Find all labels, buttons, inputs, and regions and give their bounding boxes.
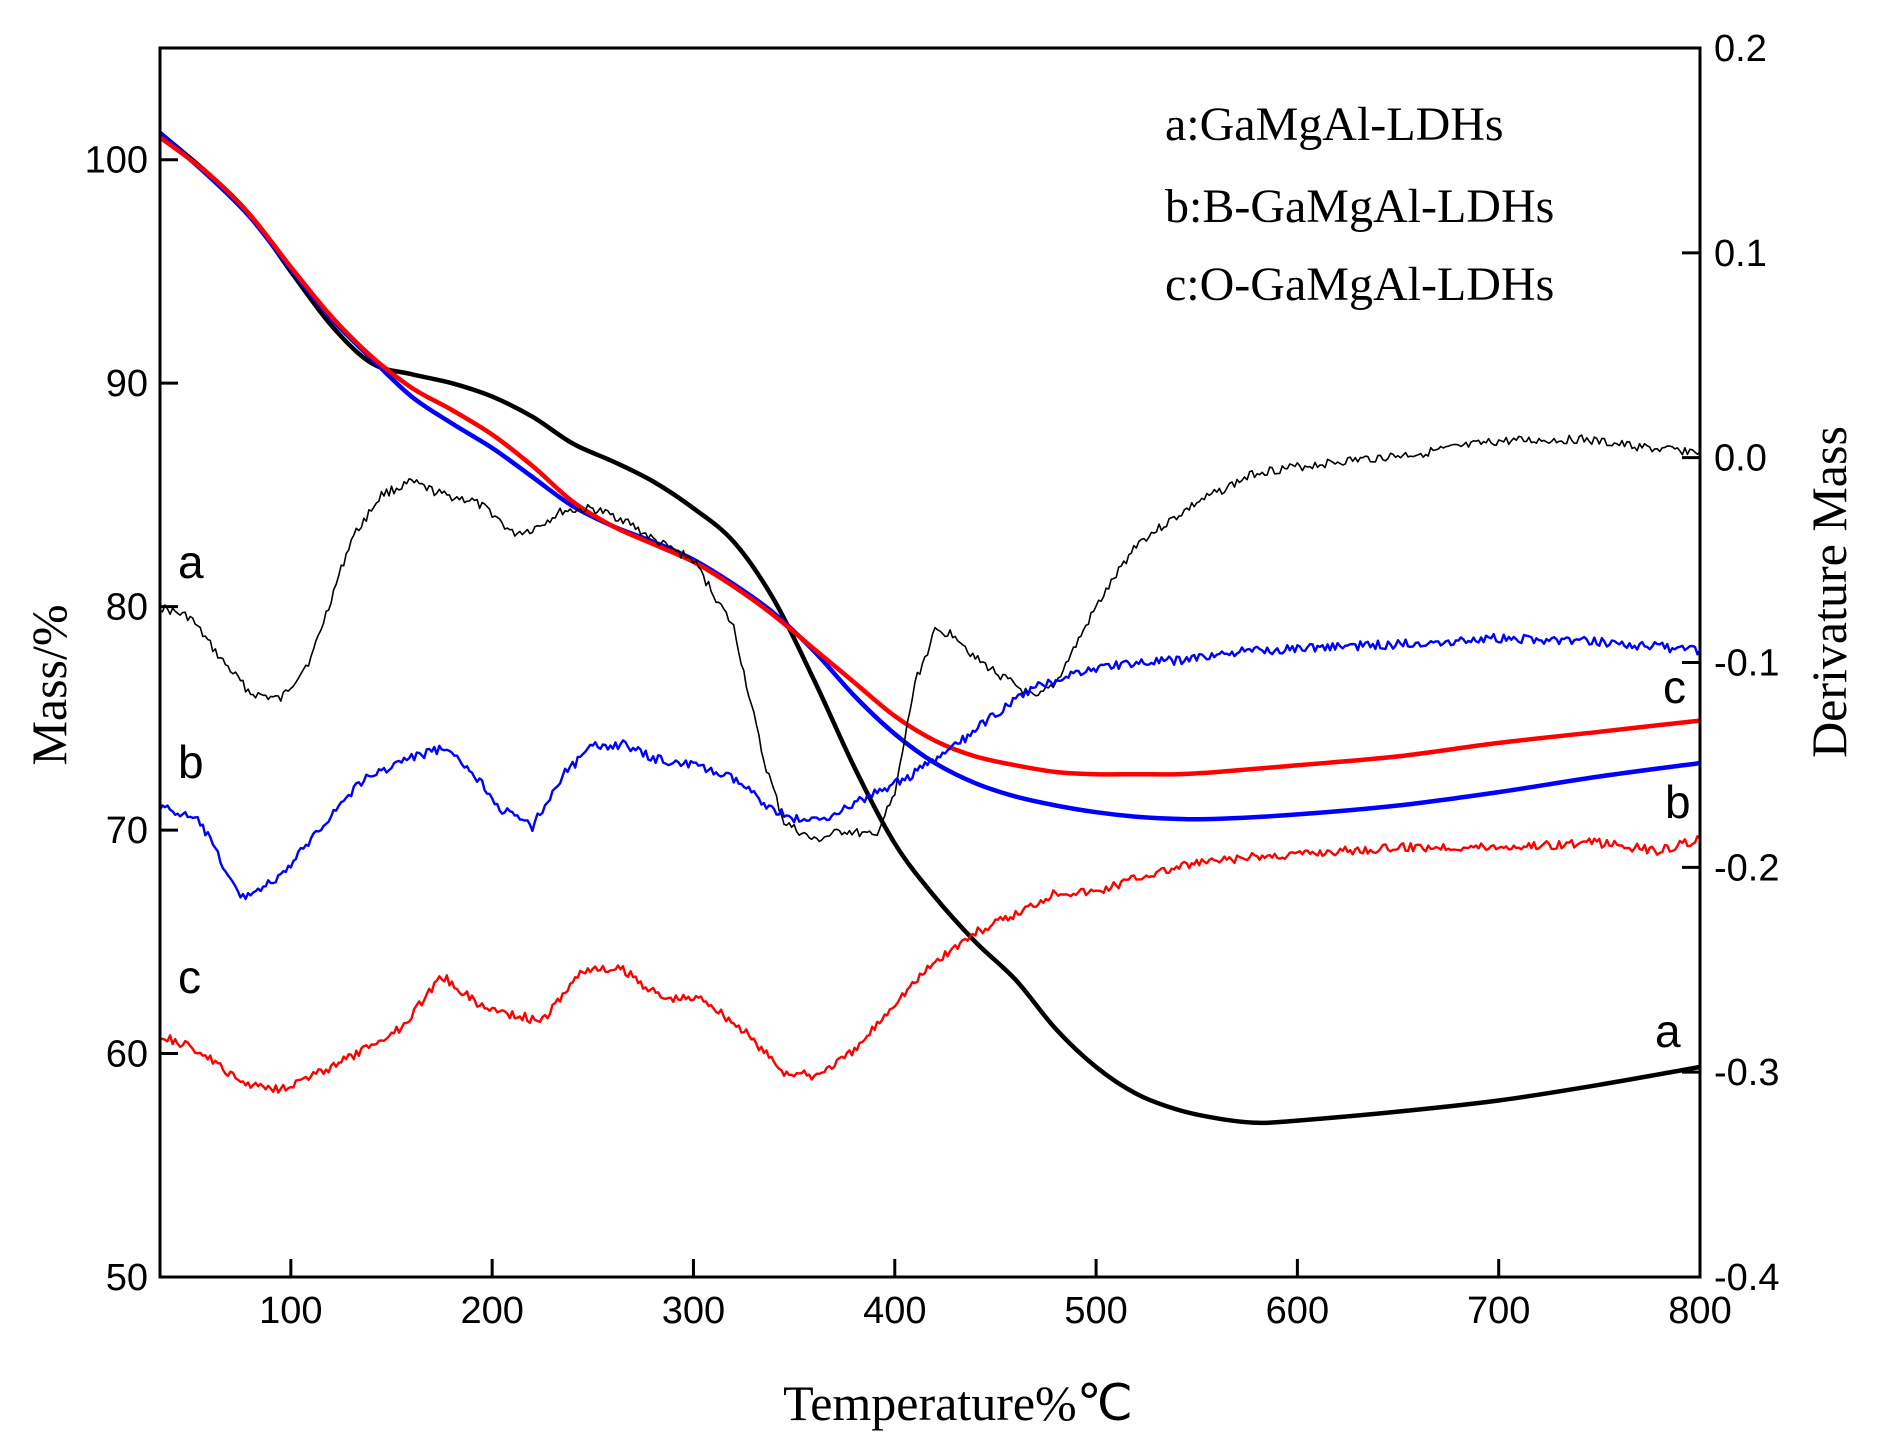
x-tick-label: 400 [863, 1290, 926, 1332]
y2-tick-label: -0.3 [1714, 1052, 1779, 1094]
tg-curve-c [158, 135, 1701, 777]
y2-tick-label: 0.1 [1714, 233, 1767, 275]
curve-label-b-dtg: b [178, 736, 204, 788]
curve-label-c-tg: c [1663, 661, 1686, 713]
x-axis-title: Temperature%℃ [783, 1375, 1133, 1431]
curve-label-a-tg: a [1655, 1005, 1681, 1057]
x-tick-label: 700 [1467, 1290, 1530, 1332]
x-tick-label: 800 [1668, 1290, 1731, 1332]
legend-entry-c: c:O-GaMgAl-LDHs [1165, 258, 1554, 311]
x-tick-label: 500 [1064, 1290, 1127, 1332]
curve-label-a-dtg: a [178, 536, 204, 588]
y-tick-label: 100 [85, 140, 148, 182]
y2-tick-label: -0.1 [1714, 643, 1779, 685]
curve-label-b-tg: b [1665, 776, 1691, 828]
x-tick-label: 100 [259, 1290, 322, 1332]
x-tick-label: 300 [662, 1290, 725, 1332]
y-tick-label: 60 [106, 1034, 148, 1076]
legend-entry-a: a:GaMgAl-LDHs [1165, 98, 1504, 151]
y2-tick-label: 0.2 [1714, 28, 1767, 70]
x-tick-label: 600 [1266, 1290, 1329, 1332]
curves-layer [158, 131, 1702, 1126]
y-axis-title: Mass/% [21, 604, 77, 765]
y2-tick-label: -0.2 [1714, 847, 1779, 889]
curve-label-c-dtg: c [178, 951, 201, 1003]
dtg-curve-a [159, 434, 1701, 843]
y-tick-label: 90 [106, 363, 148, 405]
y-tick-label: 70 [106, 810, 148, 852]
y2-axis-title: Derivature Mass [1801, 426, 1857, 758]
y-tick-label: 80 [106, 587, 148, 629]
y2-tick-label: -0.4 [1714, 1257, 1779, 1299]
y-tick-label: 50 [106, 1257, 148, 1299]
dtg-curve-c [159, 835, 1701, 1094]
y2-tick-label: 0.0 [1714, 438, 1767, 480]
x-tick-label: 200 [460, 1290, 523, 1332]
axes-layer: 100 200 300 400 500 600 700 800 50 60 70 80 90 100 -0.… [85, 28, 1780, 1332]
dtg-curve-b [158, 633, 1702, 901]
tg-curve-b [158, 131, 1701, 822]
legend: a:GaMgAl-LDHs b:B-GaMgAl-LDHs c:O-GaMgAl… [1165, 98, 1554, 311]
legend-entry-b: b:B-GaMgAl-LDHs [1165, 180, 1554, 233]
